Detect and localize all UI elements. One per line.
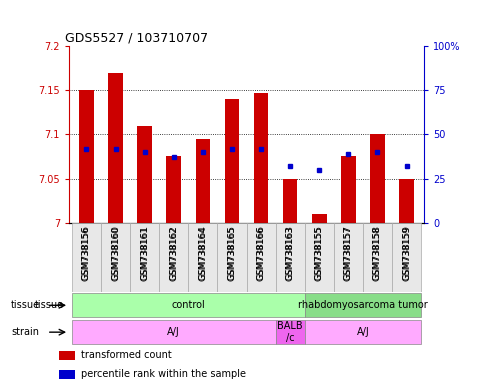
Text: GSM738162: GSM738162 xyxy=(169,226,178,281)
Text: GSM738163: GSM738163 xyxy=(285,225,295,280)
Bar xyxy=(59,370,75,379)
Bar xyxy=(334,223,363,292)
Bar xyxy=(138,126,152,223)
Bar xyxy=(188,223,217,292)
Text: GSM738161: GSM738161 xyxy=(140,226,149,281)
Text: GSM738157: GSM738157 xyxy=(344,226,353,281)
Text: GSM738163: GSM738163 xyxy=(285,226,295,281)
Bar xyxy=(370,134,385,223)
Text: GSM738166: GSM738166 xyxy=(256,225,266,280)
Text: A/J: A/J xyxy=(168,327,180,337)
Bar xyxy=(130,223,159,292)
Bar xyxy=(399,179,414,223)
Bar xyxy=(225,99,239,223)
Text: control: control xyxy=(172,300,205,310)
Text: GSM738157: GSM738157 xyxy=(344,225,353,280)
Bar xyxy=(363,223,392,292)
Text: GSM738159: GSM738159 xyxy=(402,226,411,281)
Text: rhabdomyosarcoma tumor: rhabdomyosarcoma tumor xyxy=(298,300,428,310)
Text: GDS5527 / 103710707: GDS5527 / 103710707 xyxy=(66,32,209,45)
Text: GSM738165: GSM738165 xyxy=(227,226,237,281)
Text: GSM738160: GSM738160 xyxy=(111,225,120,280)
Bar xyxy=(246,223,276,292)
Bar xyxy=(79,90,94,223)
Bar xyxy=(305,293,421,317)
Text: GSM738162: GSM738162 xyxy=(169,225,178,280)
Bar xyxy=(392,223,421,292)
Text: percentile rank within the sample: percentile rank within the sample xyxy=(81,369,246,379)
Bar xyxy=(196,139,210,223)
Text: GSM738155: GSM738155 xyxy=(315,226,324,281)
Bar xyxy=(72,293,305,317)
Bar xyxy=(276,223,305,292)
Text: tissue: tissue xyxy=(35,300,64,310)
Text: GSM738158: GSM738158 xyxy=(373,225,382,280)
Bar xyxy=(254,93,268,223)
Text: GSM738164: GSM738164 xyxy=(198,225,208,280)
Text: GSM738166: GSM738166 xyxy=(256,226,266,281)
Text: GSM738158: GSM738158 xyxy=(373,226,382,281)
Text: A/J: A/J xyxy=(356,327,369,337)
Bar xyxy=(305,223,334,292)
Bar xyxy=(167,157,181,223)
Bar xyxy=(217,223,246,292)
Text: GSM738156: GSM738156 xyxy=(82,226,91,281)
Text: GSM738156: GSM738156 xyxy=(82,225,91,280)
Text: tissue: tissue xyxy=(10,300,39,310)
Text: transformed count: transformed count xyxy=(81,350,172,360)
Bar xyxy=(341,157,355,223)
Bar xyxy=(108,73,123,223)
Text: BALB
/c: BALB /c xyxy=(278,321,303,343)
Bar xyxy=(101,223,130,292)
Bar xyxy=(276,320,305,344)
Text: GSM738161: GSM738161 xyxy=(140,225,149,280)
Bar xyxy=(283,179,297,223)
Bar xyxy=(72,223,101,292)
Text: GSM738164: GSM738164 xyxy=(198,226,208,281)
Bar xyxy=(305,320,421,344)
Text: strain: strain xyxy=(11,327,39,337)
Bar xyxy=(159,223,188,292)
Text: GSM738155: GSM738155 xyxy=(315,225,324,280)
Text: GSM738165: GSM738165 xyxy=(227,225,237,280)
Text: GSM738159: GSM738159 xyxy=(402,225,411,280)
Bar xyxy=(312,214,326,223)
Text: GSM738160: GSM738160 xyxy=(111,226,120,281)
Bar xyxy=(59,351,75,360)
Bar xyxy=(72,320,276,344)
